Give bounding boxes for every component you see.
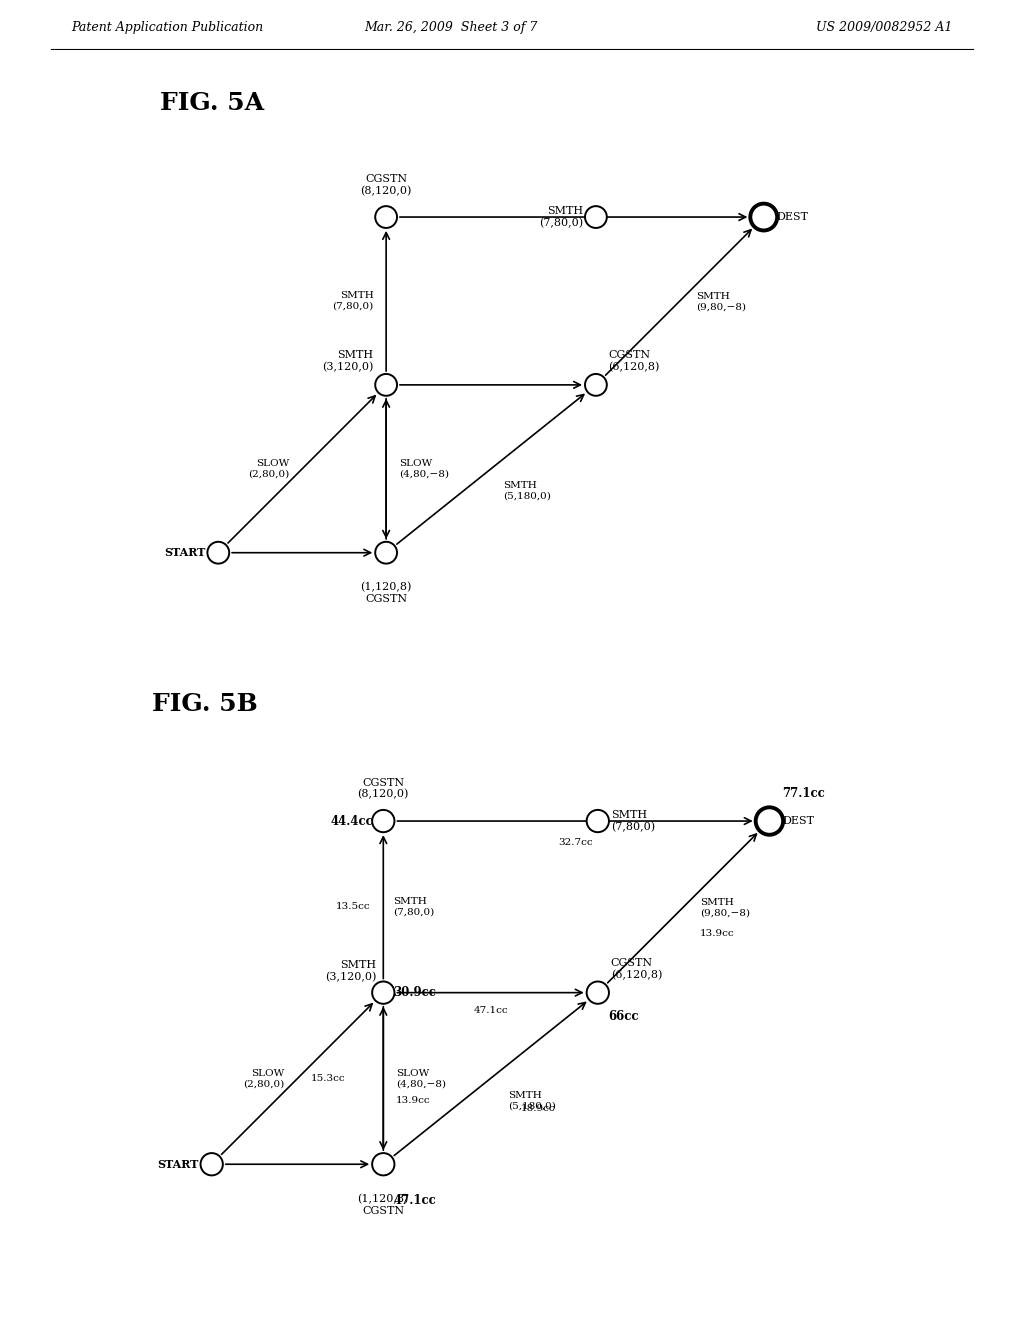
Text: 77.1cc: 77.1cc — [782, 787, 825, 800]
Text: US 2009/0082952 A1: US 2009/0082952 A1 — [816, 21, 952, 34]
Circle shape — [372, 1154, 394, 1175]
Text: 15.3cc: 15.3cc — [310, 1074, 345, 1082]
Circle shape — [375, 206, 397, 228]
Text: CGSTN
(8,120,0): CGSTN (8,120,0) — [360, 174, 412, 197]
Text: Mar. 26, 2009  Sheet 3 of 7: Mar. 26, 2009 Sheet 3 of 7 — [364, 21, 538, 34]
Text: FIG. 5A: FIG. 5A — [160, 91, 264, 115]
Text: DEST: DEST — [782, 816, 814, 826]
Circle shape — [372, 982, 394, 1003]
Text: SMTH
(5,180,0): SMTH (5,180,0) — [508, 1092, 556, 1110]
Circle shape — [375, 374, 397, 396]
Text: SLOW
(2,80,0): SLOW (2,80,0) — [249, 459, 290, 478]
Text: DEST: DEST — [776, 213, 808, 222]
Text: 66cc: 66cc — [608, 1010, 639, 1023]
Text: START: START — [158, 1159, 199, 1170]
Text: 47.1cc: 47.1cc — [393, 1195, 436, 1208]
Text: SMTH
(9,80,−8): SMTH (9,80,−8) — [695, 292, 745, 312]
Text: 18.9cc: 18.9cc — [520, 1104, 555, 1113]
Circle shape — [751, 203, 777, 231]
Text: 30.9cc: 30.9cc — [393, 986, 436, 999]
Text: SMTH
(7,80,0): SMTH (7,80,0) — [540, 206, 584, 228]
Text: SMTH
(9,80,−8): SMTH (9,80,−8) — [699, 898, 750, 917]
Text: SLOW
(4,80,−8): SLOW (4,80,−8) — [398, 459, 449, 478]
Circle shape — [585, 374, 607, 396]
Circle shape — [201, 1154, 223, 1175]
Text: 13.9cc: 13.9cc — [699, 929, 734, 939]
Text: SMTH
(7,80,0): SMTH (7,80,0) — [393, 898, 435, 916]
Text: CGSTN
(6,120,8): CGSTN (6,120,8) — [608, 350, 659, 372]
Circle shape — [375, 541, 397, 564]
Circle shape — [372, 810, 394, 832]
Text: START: START — [164, 548, 206, 558]
Text: SMTH
(3,120,0): SMTH (3,120,0) — [323, 350, 374, 372]
Text: Patent Application Publication: Patent Application Publication — [72, 21, 264, 34]
Text: SMTH
(7,80,0): SMTH (7,80,0) — [610, 810, 654, 832]
Text: 13.5cc: 13.5cc — [336, 903, 371, 911]
Circle shape — [585, 206, 607, 228]
Text: 32.7cc: 32.7cc — [558, 838, 592, 847]
Text: SLOW
(4,80,−8): SLOW (4,80,−8) — [396, 1069, 446, 1088]
Text: SMTH
(5,180,0): SMTH (5,180,0) — [504, 482, 552, 500]
Circle shape — [756, 808, 783, 834]
Text: 47.1cc: 47.1cc — [473, 1006, 508, 1015]
Text: SLOW
(2,80,0): SLOW (2,80,0) — [244, 1069, 285, 1088]
Circle shape — [208, 541, 229, 564]
Text: (1,120,8)
CGSTN: (1,120,8) CGSTN — [357, 1195, 409, 1216]
Circle shape — [587, 982, 609, 1003]
Text: FIG. 5B: FIG. 5B — [152, 692, 257, 717]
Text: CGSTN
(8,120,0): CGSTN (8,120,0) — [357, 777, 409, 800]
Text: SMTH
(7,80,0): SMTH (7,80,0) — [333, 292, 374, 310]
Circle shape — [587, 810, 609, 832]
Text: 13.9cc: 13.9cc — [396, 1096, 431, 1105]
Text: (1,120,8)
CGSTN: (1,120,8) CGSTN — [360, 582, 412, 605]
Text: CGSTN
(6,120,8): CGSTN (6,120,8) — [610, 958, 663, 979]
Text: SMTH
(3,120,0): SMTH (3,120,0) — [325, 961, 377, 982]
Text: 44.4cc: 44.4cc — [331, 814, 373, 828]
